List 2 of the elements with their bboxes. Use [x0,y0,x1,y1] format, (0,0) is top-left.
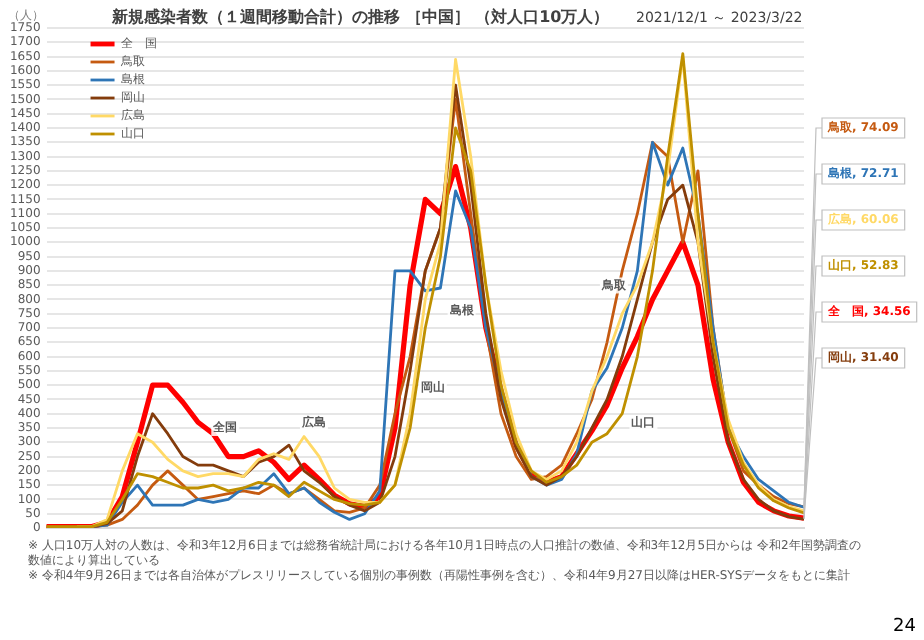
text: 24 [893,616,917,637]
chart-title: 新規感染者数（１週間移動合計）の推移 ［中国］ （対人口10万人） [110,6,610,27]
